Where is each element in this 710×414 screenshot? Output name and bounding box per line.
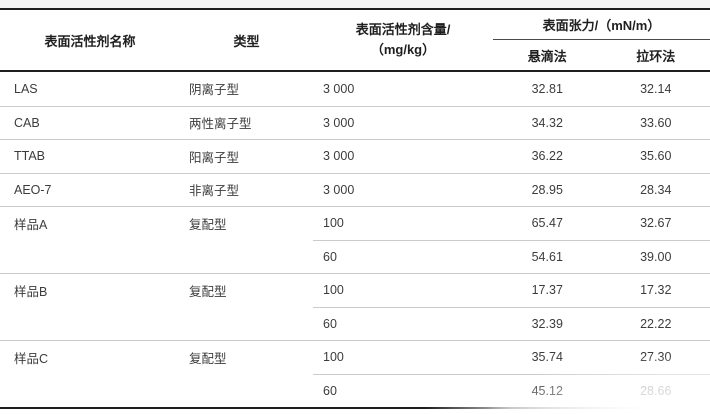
table-row: 60 45.12 28.66	[0, 373, 710, 408]
header-content: 表面活性剂含量/ （mg/kg）	[313, 10, 493, 70]
cell-name: 样品C	[14, 351, 49, 366]
cell-ring: 27.30	[640, 350, 672, 365]
table-row: 60 32.39 22.22	[0, 306, 710, 341]
table-body: LAS 阴离子型 3 000 32.81 32.14 CAB 两性离子型 3 0…	[0, 72, 710, 407]
table-row: 样品C 复配型 100 35.74 27.30	[0, 340, 710, 374]
cell-ring: 28.34	[640, 182, 672, 197]
cell-content: 3 000	[323, 115, 355, 130]
cell-content: 60	[313, 373, 493, 408]
header-surfactant-name: 表面活性剂名称	[44, 33, 136, 49]
cell-pendant: 36.22	[531, 149, 563, 164]
cell-name: CAB	[14, 115, 40, 130]
table-header-row: 表面活性剂名称 类型 表面活性剂含量/ （mg/kg） 表面张力/（mN/m） …	[0, 10, 710, 72]
cell-pendant: 32.81	[531, 81, 563, 96]
cell-content: 3 000	[323, 149, 355, 164]
cell-type	[180, 307, 313, 341]
cell-ring: 32.67	[640, 216, 672, 231]
table-row: LAS 阴离子型 3 000 32.81 32.14	[0, 72, 710, 106]
cell-type: 阳离子型	[189, 150, 240, 165]
header-pendant-drop-method: 悬滴法	[527, 48, 567, 64]
table-bottom-rule	[0, 407, 710, 409]
cell-pendant: 17.37	[531, 283, 563, 298]
cell-content: 60	[313, 306, 493, 341]
cell-type	[180, 240, 313, 274]
header-content-line2: （mg/kg）	[370, 42, 436, 57]
cell-ring: 32.14	[640, 81, 672, 96]
cell-content: 3 000	[323, 182, 355, 197]
cell-name: 样品B	[14, 284, 48, 299]
cell-type: 阴离子型	[189, 83, 240, 98]
header-ring-method: 拉环法	[636, 48, 676, 64]
cell-content: 100	[323, 283, 344, 298]
page-top-strip	[0, 0, 710, 8]
table-row: 60 54.61 39.00	[0, 239, 710, 274]
cell-pendant: 45.12	[493, 373, 602, 408]
cell-name	[0, 374, 180, 408]
header-content-line1: 表面活性剂含量/	[355, 21, 451, 37]
cell-pendant: 54.61	[493, 239, 602, 274]
cell-content: 60	[313, 239, 493, 274]
cell-type: 非离子型	[189, 184, 240, 199]
cell-name: 样品A	[14, 217, 48, 232]
cell-name: LAS	[14, 81, 38, 96]
table-row: CAB 两性离子型 3 000 34.32 33.60	[0, 105, 710, 140]
cell-content: 3 000	[323, 81, 355, 96]
cell-ring: 35.60	[640, 149, 672, 164]
cell-pendant: 35.74	[531, 350, 563, 365]
table-row: AEO-7 非离子型 3 000 28.95 28.34	[0, 172, 710, 207]
cell-ring: 17.32	[640, 283, 672, 298]
cell-name	[0, 307, 180, 341]
cell-name: TTAB	[14, 149, 46, 164]
cell-content: 100	[323, 350, 344, 365]
header-surface-tension-group: 表面张力/（mN/m） 悬滴法 拉环法	[493, 10, 710, 70]
header-method-row: 悬滴法 拉环法	[493, 40, 710, 70]
cell-ring: 22.22	[601, 306, 710, 341]
table-row: 样品B 复配型 100 17.37 17.32	[0, 273, 710, 307]
cell-pendant: 28.95	[531, 182, 563, 197]
cell-pendant: 32.39	[493, 306, 602, 341]
table-row: 样品A 复配型 100 65.47 32.67	[0, 206, 710, 240]
cell-ring: 39.00	[601, 239, 710, 274]
cell-pendant: 65.47	[531, 216, 563, 231]
surface-tension-underline	[493, 39, 710, 40]
table-top-rule	[0, 8, 710, 10]
cell-type	[180, 374, 313, 408]
header-surface-tension: 表面张力/（mN/m）	[542, 18, 661, 33]
header-type: 类型	[233, 33, 260, 49]
cell-pendant: 34.32	[531, 115, 563, 130]
cell-type: 复配型	[189, 217, 227, 232]
table-row: TTAB 阳离子型 3 000 36.22 35.60	[0, 139, 710, 173]
cell-name: AEO-7	[14, 182, 52, 197]
cell-type: 复配型	[189, 284, 227, 299]
cell-type: 复配型	[189, 351, 227, 366]
cell-type: 两性离子型	[189, 117, 252, 132]
cell-name	[0, 240, 180, 274]
cell-ring: 33.60	[640, 115, 672, 130]
cell-ring: 28.66	[601, 373, 710, 408]
cell-content: 100	[323, 216, 344, 231]
